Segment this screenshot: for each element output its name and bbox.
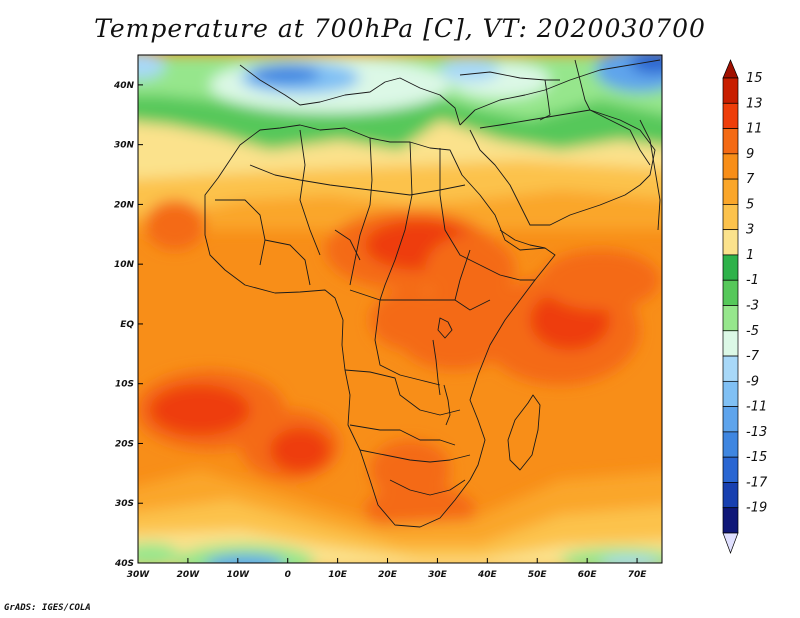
colorbar-swatch [722, 178, 739, 205]
colorbar-label: 9 [746, 147, 754, 162]
colorbar-swatch [722, 77, 739, 104]
colorbar-label: -11 [746, 400, 767, 415]
colorbar-label: 3 [746, 223, 754, 238]
x-tick-label: 60E [578, 570, 598, 580]
y-tick-label: 30N [114, 141, 135, 151]
colorbar-swatch [722, 355, 739, 382]
colorbar-swatch [722, 330, 739, 357]
colorbar-label: -7 [746, 349, 760, 364]
x-tick-label: 20E [378, 570, 398, 580]
colorbar-swatch [722, 254, 739, 281]
x-tick-label: 10E [328, 570, 348, 580]
colorbar-swatch [722, 456, 739, 483]
colorbar-label: 15 [746, 71, 763, 86]
x-tick-label: 30E [428, 570, 448, 580]
colorbar: 15 13 11 9 7 5 3 1 -1 -3 -5 -7 -9 -11 -13 -15 -17 -19 [722, 59, 768, 554]
x-tick-label: 20W [177, 570, 201, 580]
colorbar-label: 11 [746, 122, 763, 137]
y-tick-label: 40N [113, 81, 135, 91]
colorbar-swatch [722, 482, 739, 509]
y-tick-label: 40S [114, 559, 134, 569]
colorbar-swatch [722, 153, 739, 180]
colorbar-swatch [722, 279, 739, 306]
map-frame [137, 54, 663, 564]
x-tick-label: 30W [127, 570, 151, 580]
colorbar-label: -9 [746, 374, 759, 389]
x-tick-label: 0 [285, 570, 291, 580]
colorbar-swatch [722, 128, 739, 155]
colorbar-label: 1 [746, 248, 754, 263]
y-tick-label: 20S [115, 439, 134, 449]
colorbar-swatch [722, 406, 739, 433]
y-tick-label: 10N [114, 260, 135, 270]
map-title: Temperature at 700hPa [C], VT: 202003070… [94, 14, 706, 43]
x-tick-label: 70E [628, 570, 648, 580]
y-tick-label: 10S [115, 380, 134, 390]
colorbar-label: 13 [746, 96, 763, 111]
colorbar-label: 5 [746, 197, 754, 212]
temperature-field [138, 55, 662, 563]
colorbar-label: -1 [746, 273, 759, 288]
colorbar-label: -19 [746, 501, 767, 516]
colorbar-label: -17 [746, 475, 768, 490]
grads-credit: GrADS: IGES/COLA [4, 603, 91, 613]
colorbar-swatch [722, 204, 739, 231]
colorbar-swatch [722, 102, 739, 129]
colorbar-bottom-arrow [722, 532, 739, 554]
colorbar-swatch [722, 431, 739, 458]
colorbar-label: -13 [746, 425, 767, 440]
map-axes: 30W 20W 10W 0 10E 20E 30E 40E 50E 60E 70E 40N 30N 20N… [113, 81, 647, 580]
x-tick-label: 40E [477, 570, 498, 580]
colorbar-label: -3 [746, 299, 759, 314]
colorbar-label: 7 [746, 172, 755, 187]
y-tick-label: 30S [115, 499, 134, 509]
colorbar-label: -5 [746, 324, 759, 339]
colorbar-top-arrow [722, 59, 739, 79]
colorbar-label: -15 [746, 450, 767, 465]
colorbar-swatch [722, 229, 739, 256]
colorbar-swatch [722, 380, 739, 407]
colorbar-swatch [722, 305, 739, 332]
y-tick-label: 20N [114, 200, 135, 210]
colorbar-swatch [722, 507, 739, 534]
y-tick-label: EQ [120, 320, 134, 330]
x-tick-label: 10W [227, 570, 251, 580]
x-tick-label: 50E [528, 570, 548, 580]
